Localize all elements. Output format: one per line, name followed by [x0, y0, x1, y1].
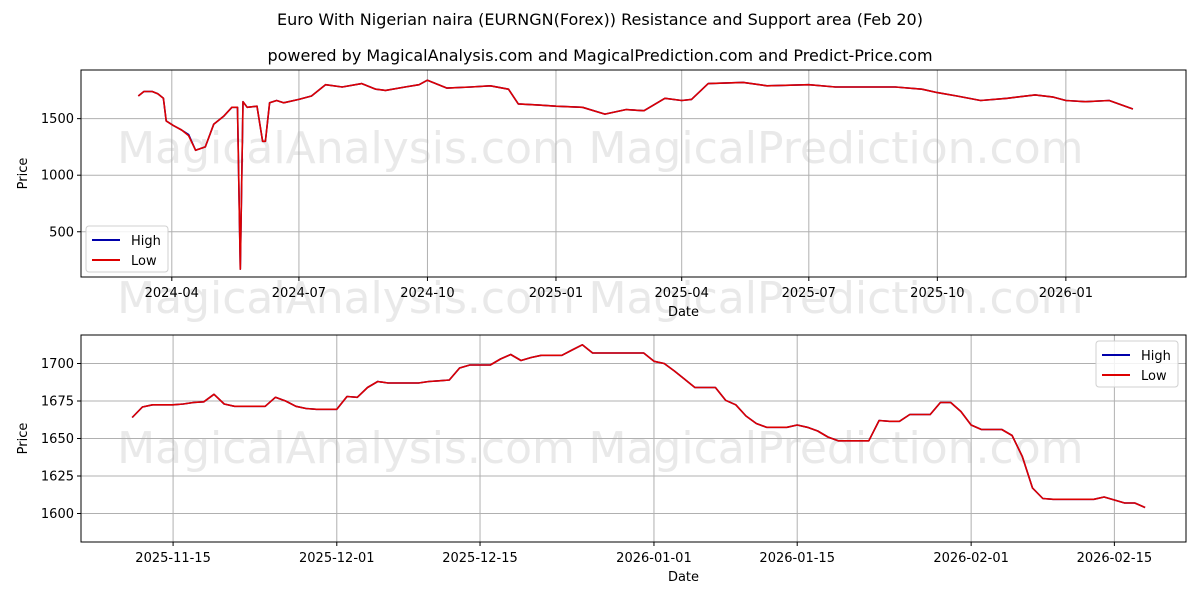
y-tick-label: 1650 — [41, 432, 74, 447]
chart-subtitle: powered by MagicalAnalysis.com and Magic… — [267, 46, 933, 65]
y-axis-label: Price — [16, 158, 31, 190]
series-high-line — [137, 79, 1134, 270]
legend-label-high: High — [1141, 349, 1171, 364]
legend: High Low — [1095, 340, 1179, 388]
y-tick-label: 1675 — [41, 395, 74, 410]
x-tick-label: 2025-01 — [529, 286, 583, 301]
plot-frame — [80, 334, 1187, 543]
y-tick-label: 1625 — [41, 470, 74, 485]
watermark: MagicalAnalysis.com — [117, 123, 575, 174]
chart-2: MagicalAnalysis.com MagicalPrediction.com… — [16, 334, 1187, 585]
y-tick-label: 1000 — [41, 169, 74, 184]
x-tick-label: 2026-01-01 — [616, 551, 692, 566]
x-tick-label: 2024-10 — [400, 286, 454, 301]
watermark: MagicalAnalysis.com — [117, 423, 575, 474]
y-tick-label: 1500 — [41, 112, 74, 127]
x-tick-label: 2025-12-15 — [442, 551, 518, 566]
x-tick-label: 2024-07 — [272, 286, 326, 301]
x-tick-label: 2025-11-15 — [135, 551, 211, 566]
watermark: MagicalPrediction.com — [589, 423, 1084, 474]
x-tick-label: 2025-10 — [910, 286, 964, 301]
y-tick-label: 1700 — [41, 357, 74, 372]
y-tick-label: 1600 — [41, 507, 74, 522]
x-tick-label: 2026-01 — [1039, 286, 1093, 301]
chart-1: MagicalAnalysis.com MagicalPrediction.com… — [16, 69, 1187, 324]
legend-label-high: High — [131, 234, 161, 249]
watermark: MagicalAnalysis.com — [117, 273, 575, 324]
x-tick-label: 2024-04 — [145, 286, 199, 301]
chart-title: Euro With Nigerian naira (EURNGN(Forex))… — [277, 10, 923, 29]
x-tick-label: 2025-04 — [655, 286, 709, 301]
watermark: MagicalPrediction.com — [589, 273, 1084, 324]
legend-label-low: Low — [1141, 369, 1167, 384]
x-tick-label: 2026-02-01 — [933, 551, 1009, 566]
plot-frame — [80, 69, 1187, 278]
x-tick-label: 2025-07 — [782, 286, 836, 301]
y-axis-label: Price — [16, 423, 31, 455]
series-low-line — [131, 343, 1146, 509]
x-axis-label: Date — [668, 305, 699, 320]
series-low-line — [137, 79, 1134, 270]
y-tick-label: 500 — [49, 225, 74, 240]
legend: High Low — [85, 225, 169, 273]
x-tick-label: 2025-12-01 — [299, 551, 375, 566]
x-axis-label: Date — [668, 570, 699, 585]
watermark: MagicalPrediction.com — [589, 123, 1084, 174]
x-tick-label: 2026-01-15 — [759, 551, 835, 566]
legend-label-low: Low — [131, 254, 157, 269]
x-tick-label: 2026-02-15 — [1077, 551, 1153, 566]
